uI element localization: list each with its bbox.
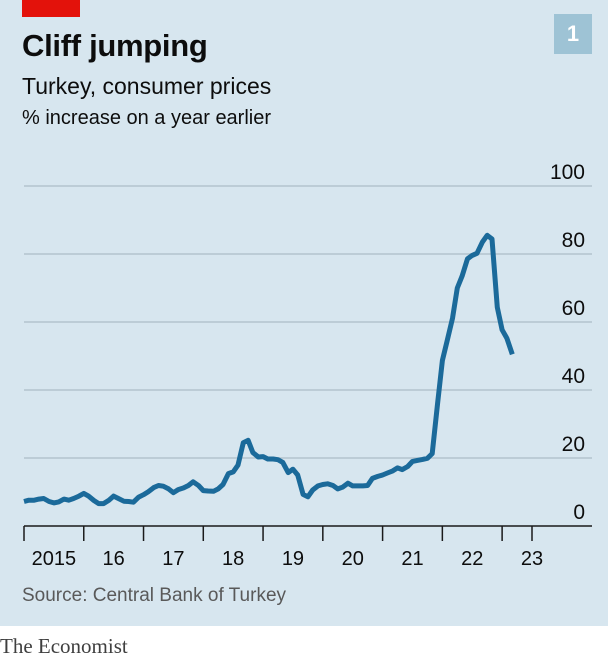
x-tick-label: 23 bbox=[521, 548, 543, 570]
y-tick-label: 0 bbox=[573, 501, 585, 524]
y-tick-label: 40 bbox=[562, 365, 585, 388]
x-tick-label: 2015 bbox=[32, 548, 77, 570]
line-chart: 0 20 40 60 80 100 2015 16 17 18 19 20 21 22 23 bbox=[23, 161, 592, 570]
brand-red-tag bbox=[22, 0, 80, 17]
x-tick-label: 20 bbox=[342, 548, 364, 570]
y-tick-label: 20 bbox=[562, 433, 585, 456]
chart-number-badge: 1 bbox=[554, 14, 592, 54]
unit-label: % increase on a year earlier bbox=[22, 107, 272, 129]
source-note: Source: Central Bank of Turkey bbox=[22, 585, 287, 606]
chart-panel bbox=[0, 0, 608, 626]
series-layer bbox=[23, 232, 515, 507]
y-tick-label: 100 bbox=[550, 161, 585, 184]
x-tick-label: 19 bbox=[282, 548, 304, 570]
y-tick-label: 80 bbox=[562, 229, 585, 252]
x-tick-label: 21 bbox=[401, 548, 423, 570]
y-tick-label: 60 bbox=[562, 297, 585, 320]
x-tick-label: 16 bbox=[103, 548, 125, 570]
publisher-credit: The Economist bbox=[0, 634, 128, 658]
x-tick-label: 22 bbox=[461, 548, 483, 570]
y-axis-labels: 0 20 40 60 80 100 bbox=[550, 161, 585, 524]
series-line bbox=[23, 232, 515, 507]
chart-subtitle: Turkey, consumer prices bbox=[22, 73, 272, 99]
x-tick-label: 18 bbox=[222, 548, 244, 570]
gridlines bbox=[24, 185, 592, 459]
chart-title: Cliff jumping bbox=[22, 28, 208, 63]
x-tick-label: 17 bbox=[162, 548, 184, 570]
x-axis: 2015 16 17 18 19 20 21 22 23 bbox=[23, 525, 592, 570]
